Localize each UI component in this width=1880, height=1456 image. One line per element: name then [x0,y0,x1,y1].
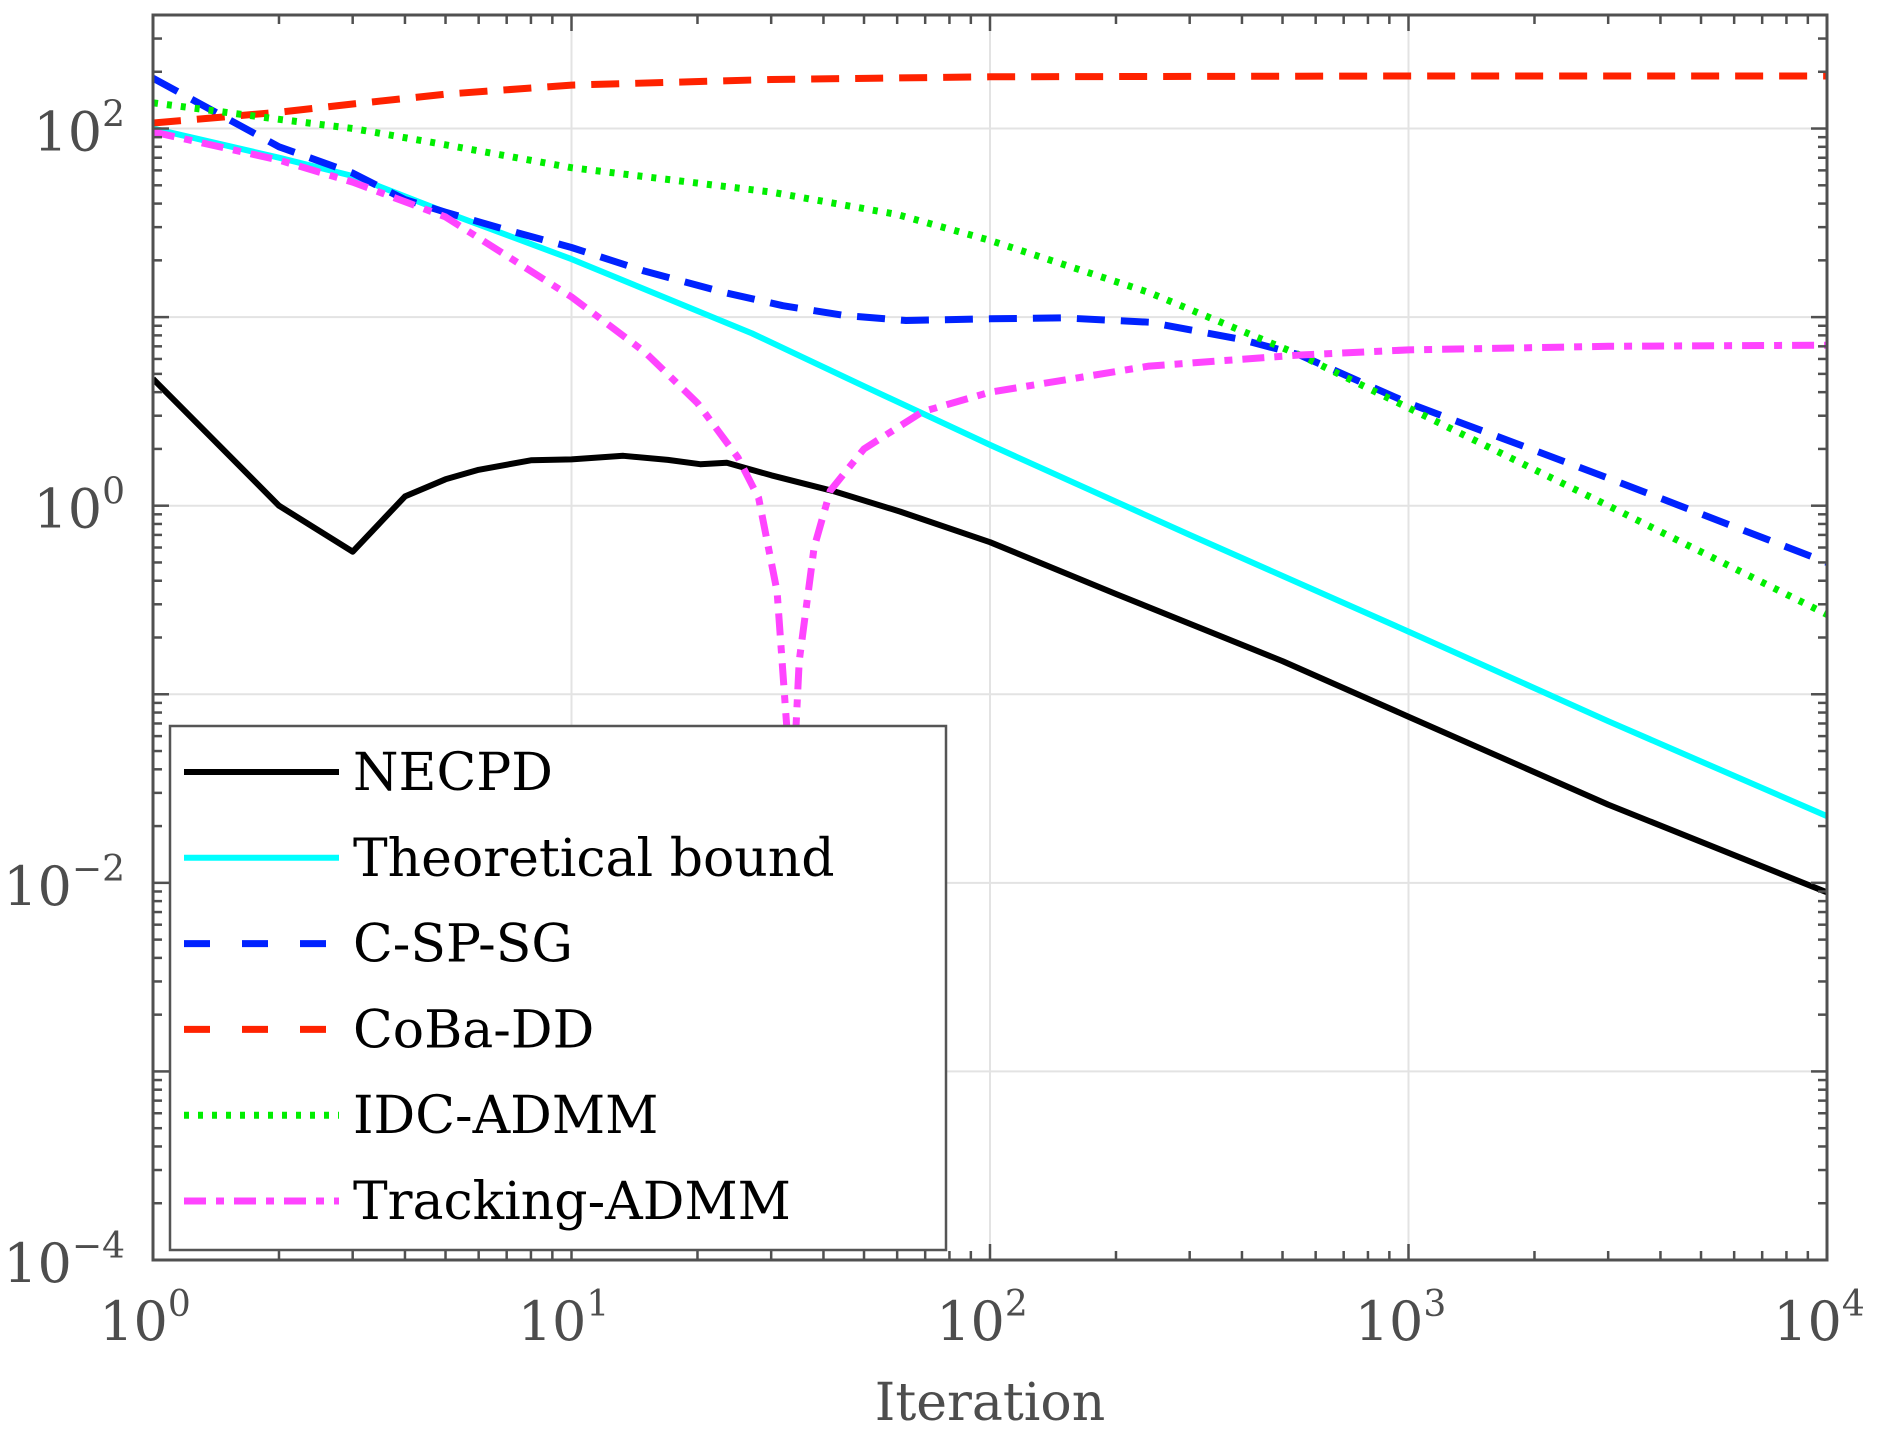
y-tick-label-exponent: 2 [102,95,125,136]
legend-item: CoBa-DD [184,1000,594,1060]
x-tick-label: 100 [99,1284,191,1353]
x-tick-label-exponent: 0 [168,1284,191,1325]
x-tick-label-base: 10 [1773,1290,1842,1353]
x-tick-labels: 100 101 102 103 104 [99,1284,1865,1353]
y-tick-label-exponent: −4 [72,1226,125,1267]
y-tick-label-base: 10 [33,478,102,541]
x-tick-label-base: 10 [1355,1290,1424,1353]
legend-label: CoBa-DD [353,1000,594,1060]
legend-item: C-SP-SG [184,915,573,975]
legend-box [168,724,948,1252]
x-tick-label-exponent: 4 [1842,1284,1865,1325]
series-layer [153,72,1827,896]
y-tick-label: 10−2 [3,849,125,918]
series-line-coba-dd [153,72,1827,127]
legend-label: C-SP-SG [353,915,573,975]
y-tick-label: 10−4 [3,1226,125,1295]
legend: NECPD Theoretical bound C-SP-SG CoBa-DD IDC-… [168,724,948,1252]
x-tick-label-exponent: 2 [1005,1284,1028,1325]
y-tick-label-exponent: −2 [72,849,125,890]
legend-label: IDC-ADMM [353,1086,658,1146]
series-line-necpd [153,376,1827,896]
x-tick-label: 101 [518,1284,610,1353]
legend-label: Tracking-ADMM [353,1172,791,1232]
x-tick-label: 102 [936,1284,1028,1353]
x-axis-label: Iteration [875,1373,1105,1433]
y-tick-label-base: 10 [3,855,72,918]
y-tick-label-exponent: 0 [102,472,125,513]
x-tick-label-exponent: 1 [586,1284,609,1325]
legend-item: NECPD [184,743,553,803]
x-tick-label-base: 10 [518,1290,587,1353]
y-tick-label-base: 10 [3,1232,72,1295]
axes [151,13,1829,1262]
x-tick-label-base: 10 [936,1290,1005,1353]
y-tick-label: 102 [33,95,125,164]
series-line-c-sp-sg [153,75,1827,566]
x-tick-label-exponent: 3 [1423,1284,1446,1325]
x-tick-label: 104 [1773,1284,1865,1353]
y-tick-label-base: 10 [33,101,102,164]
legend-item: IDC-ADMM [184,1086,658,1146]
y-tick-label: 100 [33,472,125,541]
legend-item: Tracking-ADMM [184,1172,791,1232]
x-tick-label-base: 10 [99,1290,168,1353]
legend-label: Theoretical bound [353,829,835,889]
legend-item: Theoretical bound [184,829,835,889]
legend-label: NECPD [353,743,553,803]
series-line-theoretical-bound [153,125,1827,819]
x-tick-label: 103 [1355,1284,1447,1353]
